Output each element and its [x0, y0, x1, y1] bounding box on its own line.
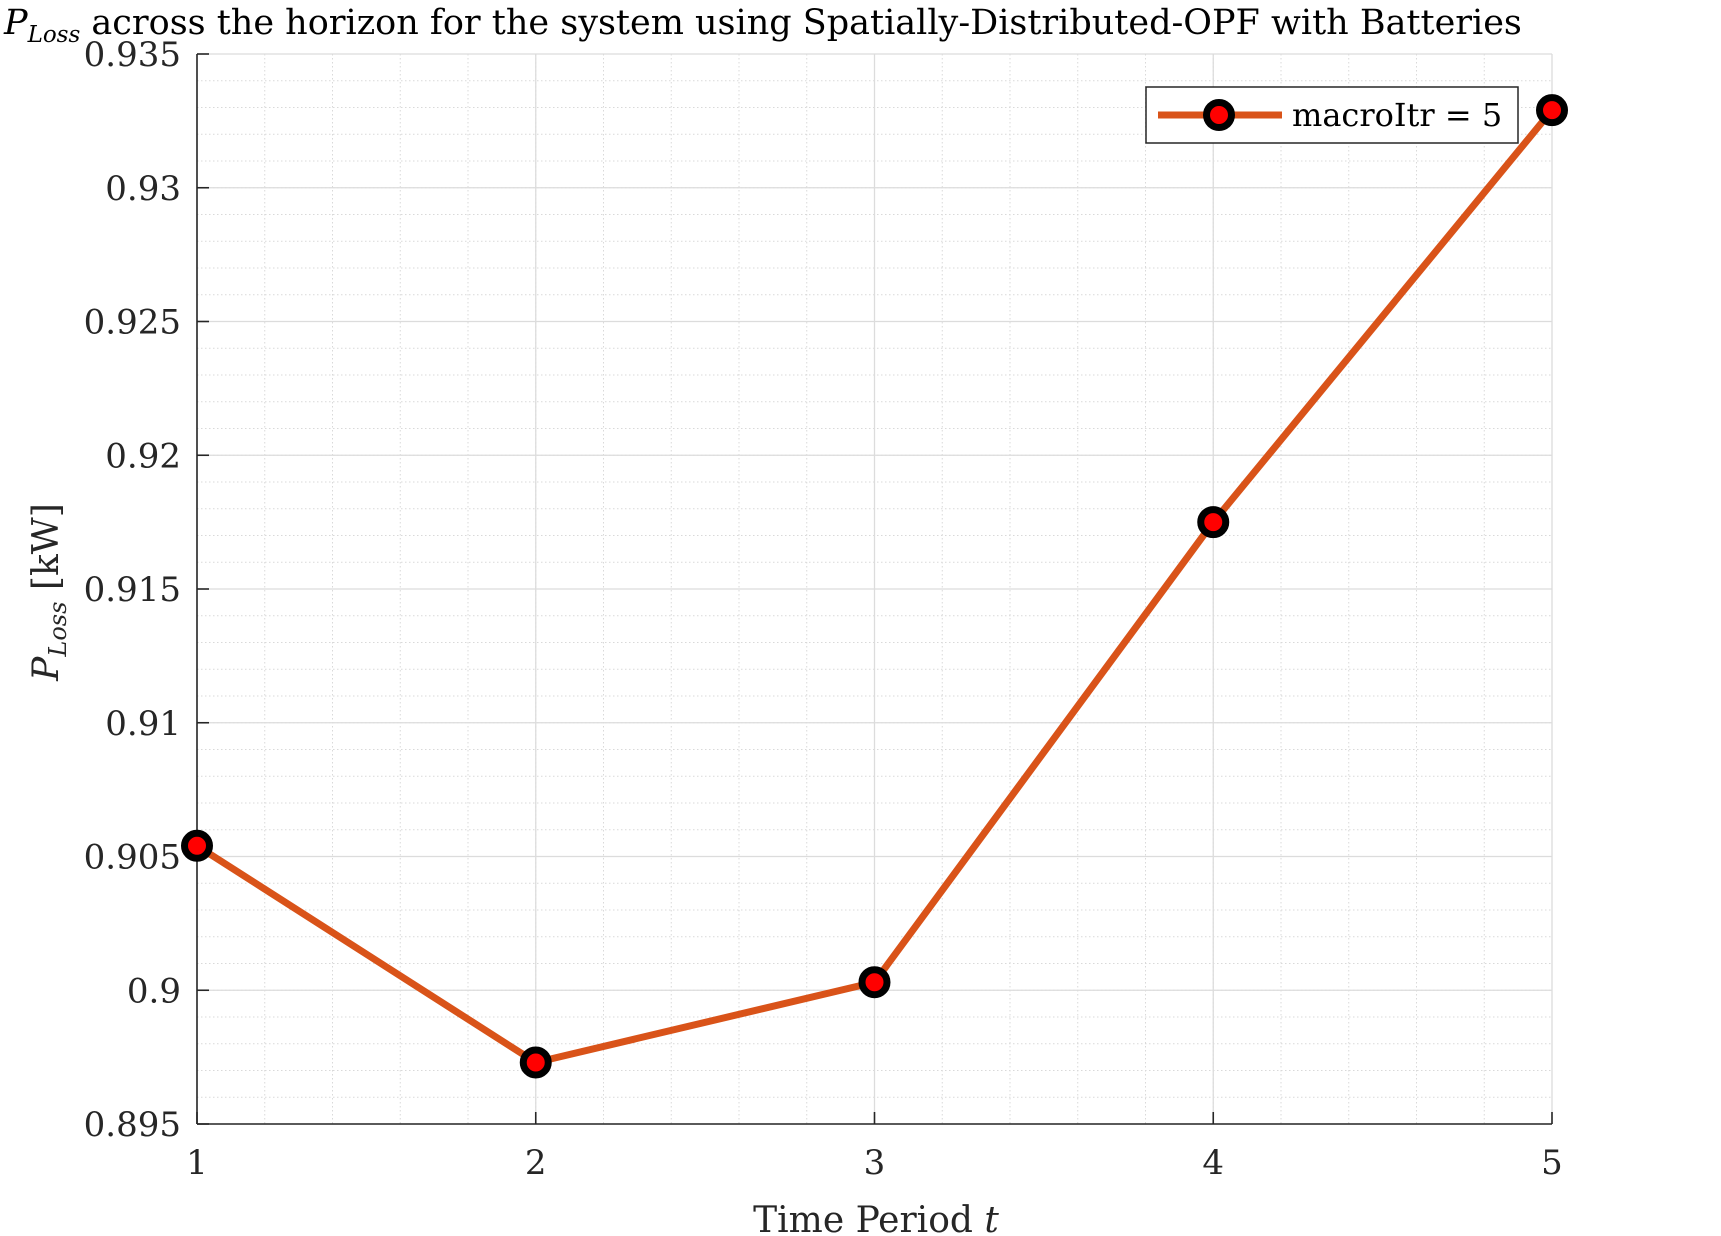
y-tick-label: 0.9 [127, 971, 181, 1011]
series-layer [181, 94, 1568, 1079]
y-axis-label-symbol: P [26, 656, 67, 682]
data-point [1536, 94, 1568, 127]
x-axis-label-var: t [984, 1200, 999, 1236]
x-tick-label: 4 [1202, 1143, 1224, 1183]
y-tick-label: 0.935 [84, 35, 181, 75]
x-axis-label: Time Period t [753, 1200, 999, 1236]
data-point [519, 1046, 552, 1079]
legend: macroItr = 5 [1145, 86, 1519, 144]
data-point [858, 966, 891, 999]
x-tick-label: 2 [525, 1143, 547, 1183]
y-tick-label: 0.905 [84, 838, 181, 878]
title-text: across the horizon for the system using … [80, 3, 1522, 43]
title-symbol: P [3, 3, 29, 43]
x-tick-label: 3 [864, 1143, 886, 1183]
data-point [1197, 506, 1230, 539]
tick-labels: 1 2 3 4 5 0.895 0.9 0.905 0.91 0.915 0.92 0.925 0.93… [84, 35, 1563, 1183]
data-point [181, 829, 213, 862]
x-tick-label: 5 [1541, 1143, 1563, 1183]
legend-marker-swatch [1203, 99, 1235, 131]
y-tick-label: 0.895 [84, 1105, 181, 1145]
y-tick-label: 0.925 [84, 303, 181, 343]
axis-ticks [196, 53, 1553, 1125]
y-tick-label: 0.93 [105, 169, 181, 209]
y-tick-label: 0.92 [105, 436, 181, 476]
y-tick-label: 0.915 [84, 570, 181, 610]
legend-label: macroItr = 5 [1292, 96, 1502, 134]
chart-title: PLoss across the horizon for the system … [3, 3, 1522, 48]
x-axis-label-text: Time Period [753, 1200, 984, 1236]
y-tick-label: 0.91 [105, 704, 181, 744]
y-axis-label-subscript: Loss [44, 602, 72, 658]
title-subscript: Loss [27, 22, 81, 48]
x-tick-label: 1 [186, 1143, 208, 1183]
y-axis-label: PLoss [kW] [26, 503, 72, 682]
y-axis-label-unit: [kW] [26, 503, 67, 601]
